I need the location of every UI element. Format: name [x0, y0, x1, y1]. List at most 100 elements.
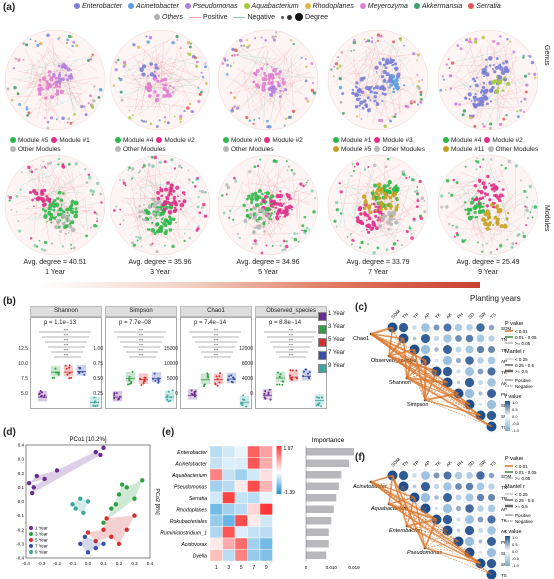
network-node [240, 44, 243, 47]
network-node [47, 210, 51, 214]
network-node [279, 95, 282, 98]
significance-stars: *** [214, 328, 219, 333]
network-node [178, 164, 182, 168]
network-module-row-2 [217, 154, 319, 256]
network-edge [498, 91, 523, 98]
data-point [40, 391, 43, 394]
network-node [352, 40, 357, 45]
network-node [255, 74, 258, 77]
network-node [75, 44, 79, 48]
network-node [164, 120, 167, 123]
network-edge [499, 38, 508, 51]
network-node [397, 85, 400, 88]
network-edge [452, 51, 503, 63]
network-node [252, 213, 254, 216]
network-node [67, 232, 70, 234]
network-node [350, 174, 353, 178]
network-node [364, 198, 367, 201]
network-node [255, 69, 260, 73]
network-node [364, 40, 368, 43]
network-node [495, 75, 499, 79]
avg-degree-0: Avg. degree = 40.51 [23, 259, 87, 266]
network-node [338, 64, 342, 68]
network-node [198, 92, 202, 97]
network-edge [28, 174, 55, 181]
network-node [479, 205, 482, 208]
network-node [62, 192, 65, 195]
network-node [353, 165, 356, 168]
network-node [362, 99, 367, 103]
corr-circle [455, 494, 462, 501]
network-node [56, 89, 60, 93]
data-point [115, 392, 118, 395]
network-node [359, 100, 364, 105]
network-edge [60, 170, 82, 200]
network-node [339, 190, 343, 194]
network-edge [250, 71, 293, 88]
network-node [68, 214, 71, 217]
network-node [70, 73, 73, 76]
network-node [489, 158, 493, 161]
network-edge [134, 59, 177, 80]
network-node [91, 53, 94, 56]
network-node [222, 211, 226, 215]
genus-legend-row-1: Enterobacter Acinetobacter Pseudomonas A… [70, 3, 501, 10]
network-node [497, 82, 500, 85]
avg-degree-4: Avg. degree = 25.49 [456, 259, 520, 266]
network-node [410, 236, 414, 240]
network-node [17, 58, 21, 62]
network-node [367, 85, 372, 91]
network-node [483, 88, 489, 94]
network-node [131, 241, 135, 245]
data-point [130, 380, 133, 383]
f-mantel-edge [424, 541, 459, 549]
network-edge [251, 73, 315, 79]
network-node [70, 220, 75, 225]
f-col-label: SD [467, 459, 475, 467]
network-node [346, 236, 349, 238]
network-node [491, 224, 495, 227]
corr-circle [420, 344, 431, 355]
network-node [286, 210, 289, 213]
network-node [61, 221, 65, 226]
network-edge [173, 63, 186, 96]
network-edge [451, 192, 486, 239]
network-node [459, 47, 463, 51]
network-node [501, 188, 505, 191]
network-edge [41, 169, 54, 190]
network-node [259, 202, 262, 205]
network-node [145, 216, 148, 220]
legend-others: Others [162, 13, 184, 21]
network-edge [154, 58, 198, 78]
network-edge [24, 81, 40, 89]
network-node [225, 193, 228, 196]
network-edge [400, 213, 411, 220]
network-node [18, 229, 22, 233]
network-node [485, 102, 489, 106]
network-node [177, 195, 179, 198]
data-point [228, 375, 231, 378]
network-edge [42, 71, 84, 105]
network-node [381, 57, 385, 62]
network-edge [336, 44, 351, 86]
network-node [39, 78, 42, 82]
network-node [93, 85, 96, 88]
network-node [49, 116, 54, 120]
module-legend-item: Module #1 [51, 136, 90, 145]
network-node [489, 251, 493, 254]
network-node [271, 35, 275, 39]
f-mantel-edge [370, 481, 470, 553]
network-node [7, 194, 9, 197]
network-node [89, 57, 93, 61]
network-node [264, 39, 267, 42]
data-point [191, 393, 194, 396]
network-node [140, 119, 143, 122]
network-node [26, 114, 30, 117]
network-node [412, 217, 416, 221]
data-point [320, 405, 323, 408]
network-node [149, 72, 155, 77]
module-legend-label: Module #2 [272, 137, 303, 144]
network-node [282, 239, 286, 243]
network-edge [63, 179, 70, 196]
network-node [145, 35, 148, 38]
